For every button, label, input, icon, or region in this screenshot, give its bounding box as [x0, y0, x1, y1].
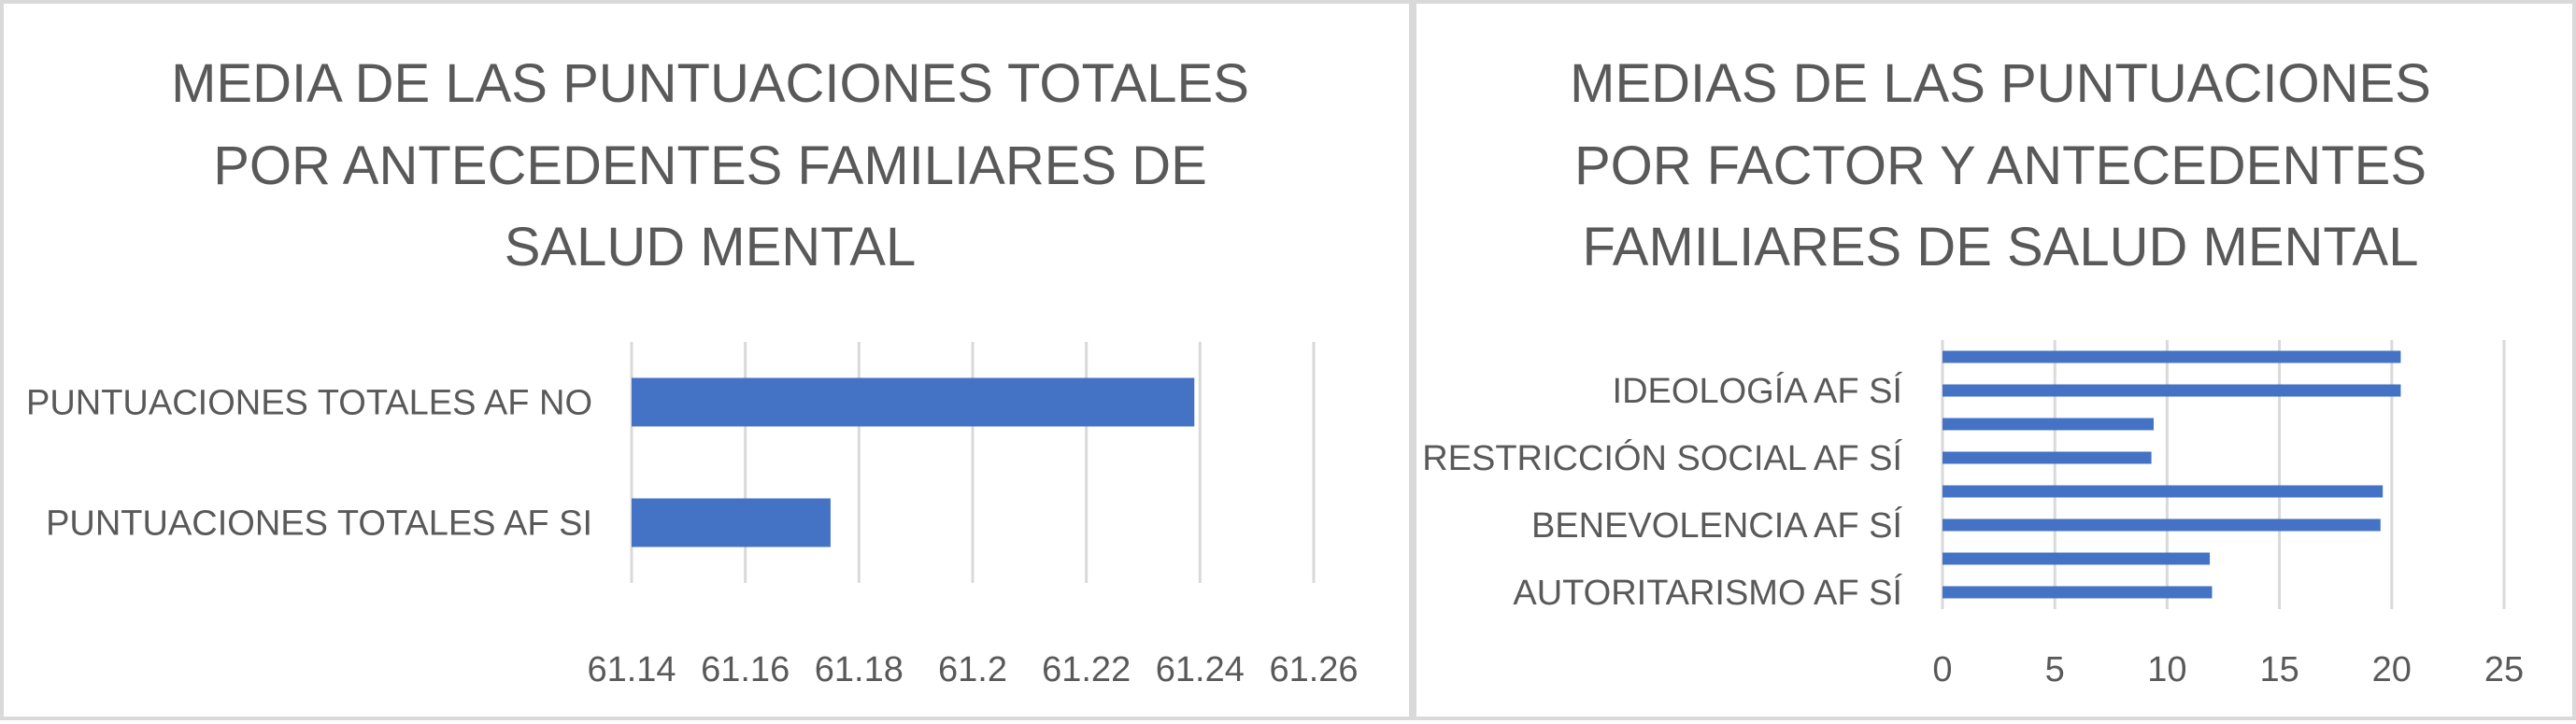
chart-right-title-line-3: FAMILIARES DE SALUD MENTAL: [1583, 217, 2419, 277]
category-label: BENEVOLENCIA AF SÍ: [1531, 505, 1902, 546]
bar: [1943, 350, 2401, 363]
x-tick-label: 61.16: [701, 650, 790, 689]
bar: [1943, 485, 2384, 498]
chart-panel-left: MEDIA DE LAS PUNTUACIONES TOTALES POR AN…: [0, 0, 1413, 720]
chart-left-svg: MEDIA DE LAS PUNTUACIONES TOTALES POR AN…: [26, 53, 1359, 689]
x-tick-label: 10: [2147, 650, 2186, 689]
x-tick-label: 15: [2259, 650, 2298, 689]
chart-right-title-line-2: POR FACTOR Y ANTECEDENTES: [1574, 135, 2427, 196]
bar: [1943, 552, 2211, 565]
category-label: PUNTUACIONES TOTALES AF NO: [26, 384, 592, 423]
chart-left-title-line-3: SALUD MENTAL: [505, 217, 916, 277]
category-label: IDEOLOGÍA AF SÍ: [1613, 371, 1903, 411]
bar: [1943, 418, 2154, 431]
x-tick-label: 5: [2045, 650, 2065, 689]
x-tick-label: 61.26: [1269, 650, 1358, 689]
category-label: RESTRICCIÓN SOCIAL AF SÍ: [1422, 438, 1902, 478]
chart-panel-right: MEDIAS DE LAS PUNTUACIONES POR FACTOR Y …: [1413, 0, 2576, 720]
x-tick-label: 61.14: [587, 650, 676, 689]
x-tick-label: 61.2: [938, 650, 1007, 689]
chart-right-svg: MEDIAS DE LAS PUNTUACIONES POR FACTOR Y …: [1422, 53, 2524, 689]
x-tick-label: 0: [1932, 650, 1952, 689]
bar: [1943, 586, 2213, 599]
chart-left-title-line-2: POR ANTECEDENTES FAMILIARES DE: [213, 135, 1207, 196]
x-tick-label: 20: [2372, 650, 2412, 689]
category-label: PUNTUACIONES TOTALES AF SI: [46, 504, 592, 544]
category-label: AUTORITARISMO AF SÍ: [1513, 573, 1902, 613]
x-tick-label: 25: [2484, 650, 2524, 689]
chart-left-title-line-1: MEDIA DE LAS PUNTUACIONES TOTALES: [171, 53, 1249, 114]
bar: [1943, 451, 2152, 464]
bar: [1943, 384, 2401, 397]
bar: [1943, 518, 2381, 532]
bar: [632, 377, 1195, 427]
x-tick-label: 61.18: [815, 650, 904, 689]
chart-right-title-line-1: MEDIAS DE LAS PUNTUACIONES: [1570, 53, 2431, 114]
bar: [632, 498, 831, 547]
x-tick-label: 61.24: [1156, 650, 1245, 689]
x-tick-label: 61.22: [1042, 650, 1131, 689]
